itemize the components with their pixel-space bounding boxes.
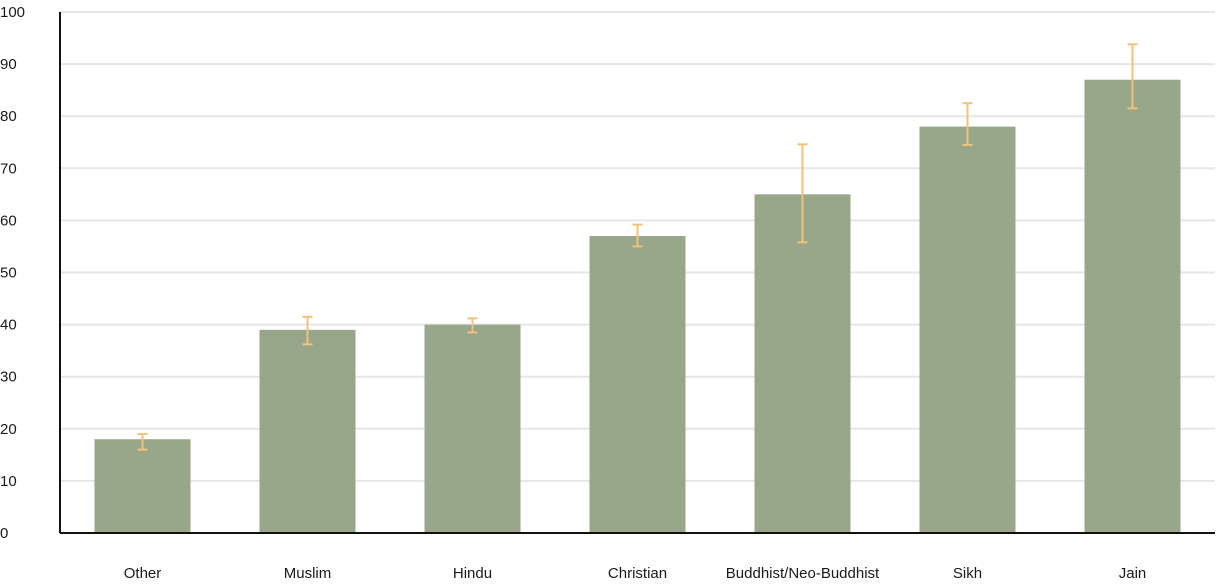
x-category-label: Hindu — [453, 565, 492, 582]
y-tick-label: 40 — [0, 317, 17, 334]
axes — [59, 12, 1215, 534]
x-category-label: Sikh — [953, 565, 982, 582]
y-tick-label: 80 — [0, 108, 17, 125]
y-tick-label: 50 — [0, 265, 17, 282]
x-category-label: Muslim — [284, 565, 332, 582]
bar — [94, 439, 191, 533]
bar — [424, 324, 521, 533]
x-category-label: Other — [124, 565, 162, 582]
x-category-label: Christian — [608, 565, 667, 582]
bar — [1084, 79, 1181, 533]
y-tick-label: 20 — [0, 421, 17, 438]
y-tick-label: 10 — [0, 473, 17, 490]
y-tick-label: 30 — [0, 369, 17, 386]
bar — [754, 194, 851, 533]
y-tick-label: 90 — [0, 56, 17, 73]
bar — [919, 126, 1016, 534]
x-axis-category-labels: Other Muslim Hindu Christian Buddhist/Neo-Bu… — [124, 565, 1147, 582]
y-tick-label: 100 — [0, 4, 25, 21]
y-tick-label: 70 — [0, 160, 17, 177]
bar — [259, 329, 356, 533]
x-category-label: Buddhist/Neo-Buddhist — [726, 565, 880, 582]
error-bars — [137, 43, 1138, 451]
y-tick-label: 0 — [0, 525, 8, 542]
y-tick-label: 60 — [0, 212, 17, 229]
bars — [94, 79, 1181, 534]
y-axis-tick-labels: 0 10 20 30 40 50 60 70 80 90 100 — [0, 4, 25, 542]
x-category-label: Jain — [1119, 565, 1147, 582]
bar — [589, 236, 686, 533]
